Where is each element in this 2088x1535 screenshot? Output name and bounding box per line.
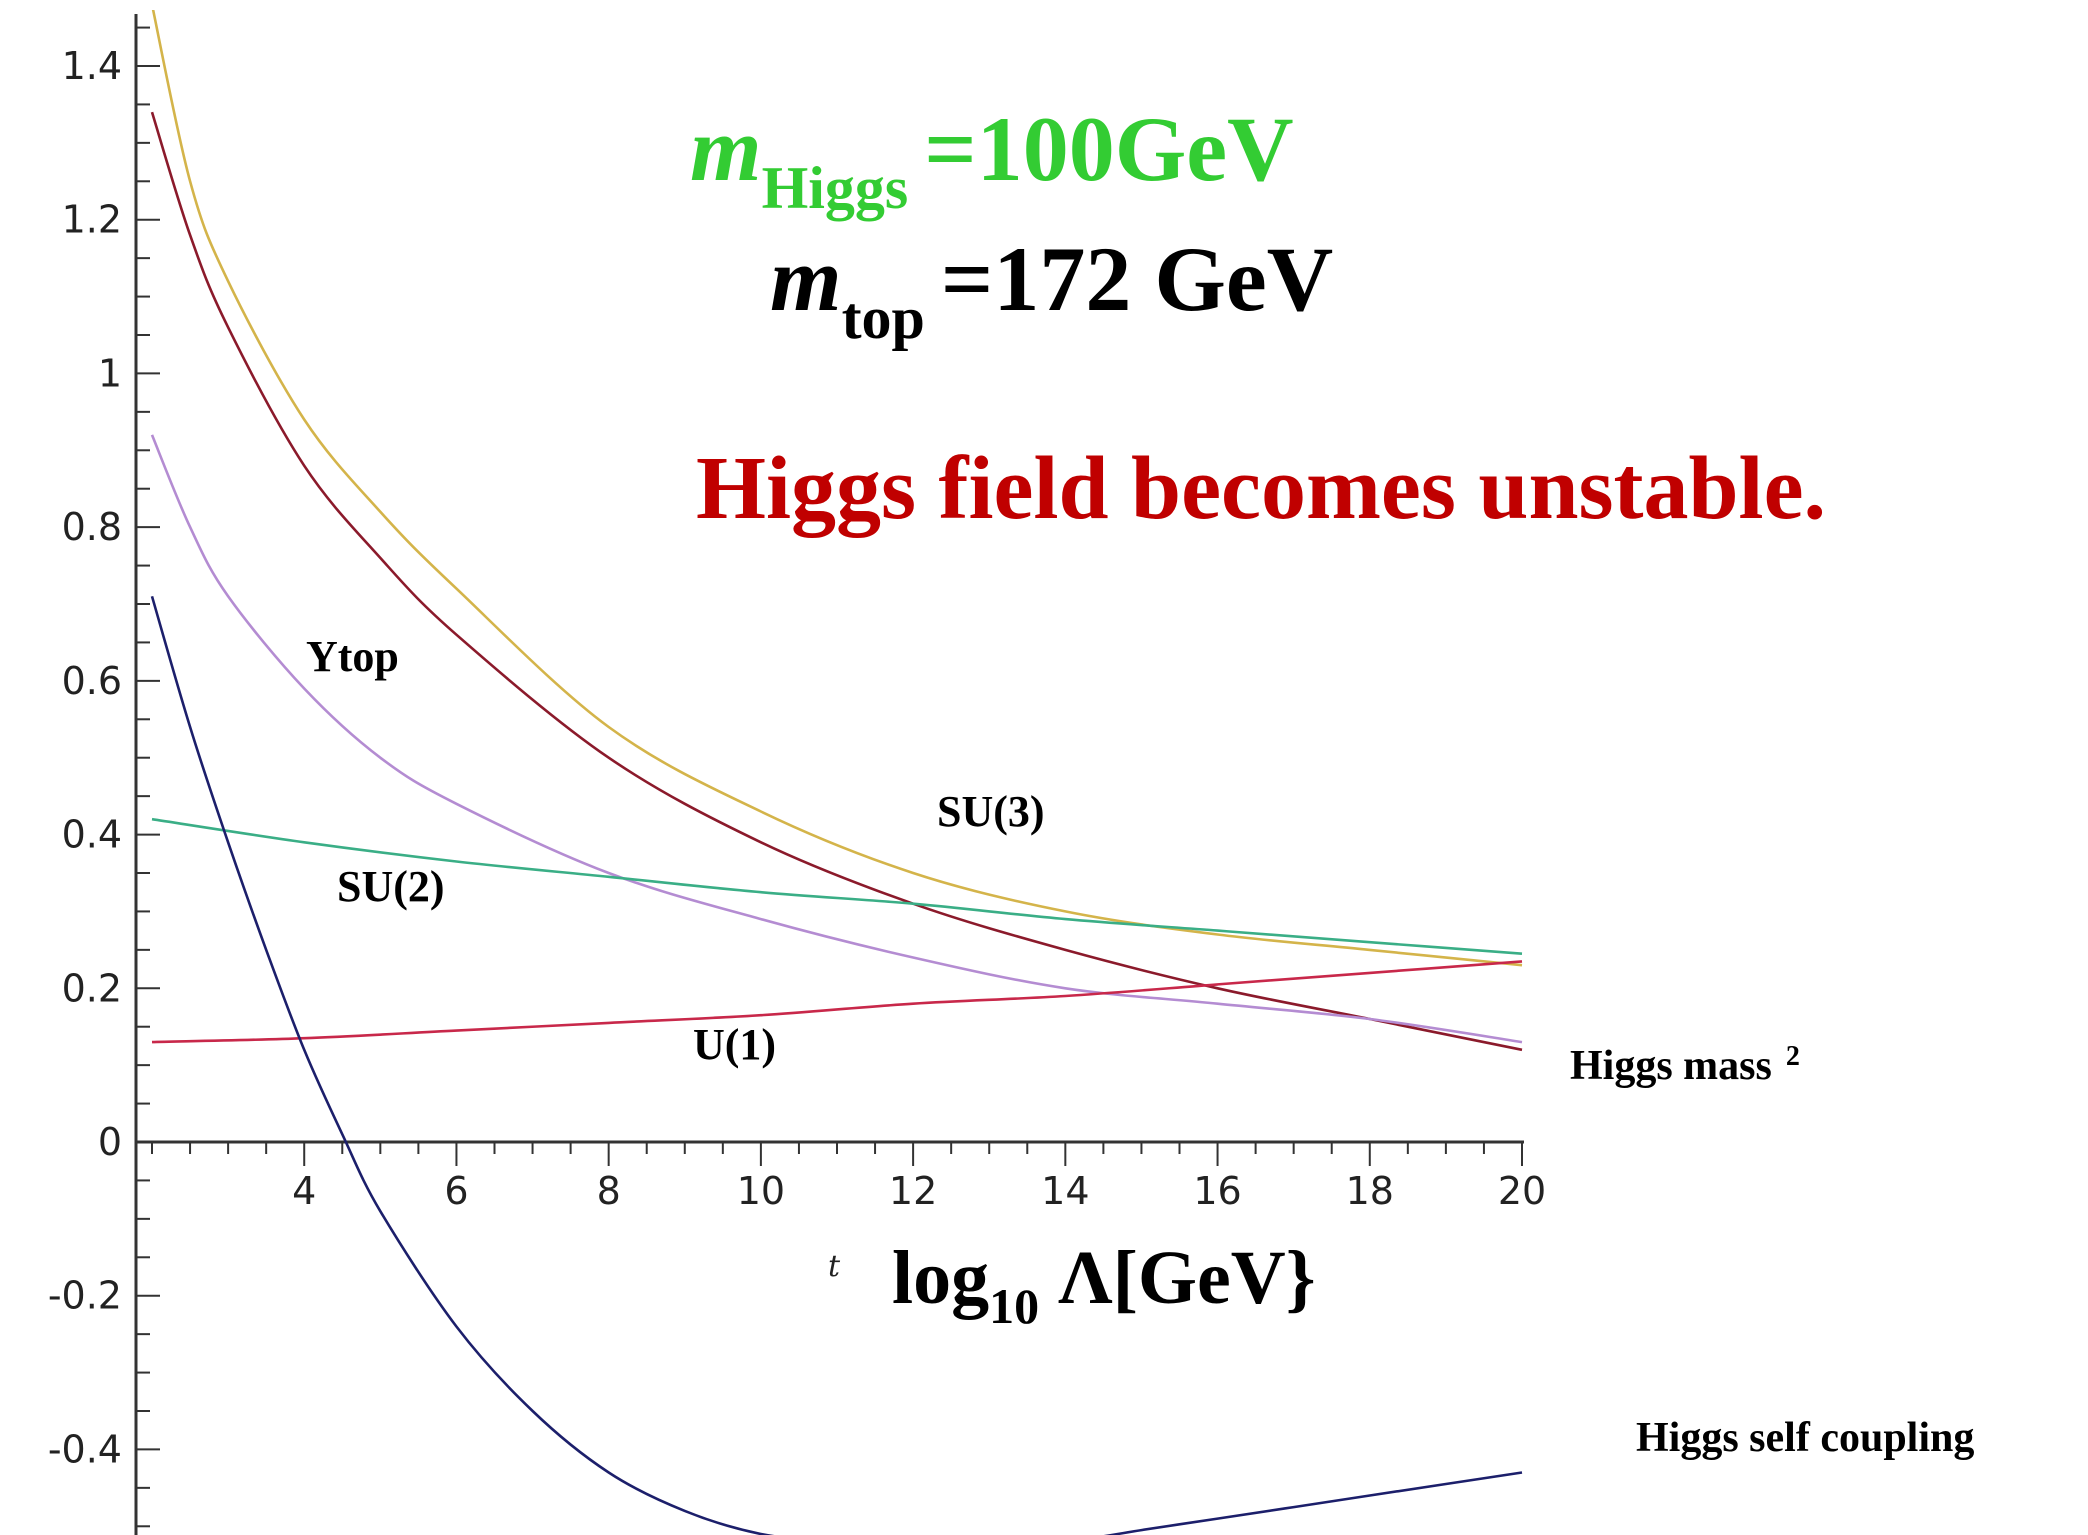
higgs-mass-value: =100GeV [924, 98, 1293, 200]
label-u1: U(1) [693, 1020, 776, 1069]
x-axis-title-rest: Λ[GeV} [1039, 1236, 1315, 1320]
label-self-coupling: Higgs self coupling [1636, 1415, 1974, 1461]
tick-labels: -0.4 -0.2 0 0.2 0.4 0.6 0.8 1 1.2 1.4 4 6 8 10 12 14 16 1… [48, 44, 1546, 1471]
series-line-u-1 [151, 960, 1523, 1044]
series-line-su-3 [151, 10, 1523, 967]
x-tick-label: 14 [1041, 1169, 1089, 1213]
label-higgs-mass: Higgs mass 2 [1570, 1041, 1800, 1089]
top-mass-annotation: mtop =172 GeV [770, 228, 1333, 351]
y-tick-label: 0.2 [62, 966, 122, 1010]
x-axis-title: log10 Λ[GeV} [892, 1236, 1316, 1334]
label-ytop: Ytop [306, 632, 399, 681]
x-axis-title-sub: 10 [989, 1278, 1039, 1334]
x-tick-label: 8 [597, 1169, 621, 1213]
label-su3: SU(3) [937, 787, 1045, 836]
y-tick-label: 0.8 [62, 505, 122, 549]
x-tick-label: 16 [1193, 1169, 1241, 1213]
y-tick-label: 0.6 [62, 659, 122, 703]
y-tick-label: -0.2 [48, 1274, 122, 1318]
y-tick-label: 0.4 [62, 813, 122, 857]
x-tick-label: 6 [444, 1169, 468, 1213]
label-higgs-mass-text: Higgs mass [1570, 1043, 1772, 1089]
x-tick-label: 12 [889, 1169, 937, 1213]
x-axis-title-base: log [892, 1236, 989, 1320]
label-higgs-mass-sup: 2 [1786, 1041, 1800, 1072]
y-tick-label: 1 [98, 351, 122, 395]
x-tick-label: 18 [1346, 1169, 1394, 1213]
x-tick-label: 20 [1498, 1169, 1546, 1213]
x-tick-label: 10 [737, 1169, 785, 1213]
curves [150, 10, 1523, 1535]
x-axis-t-label: t [828, 1249, 841, 1284]
x-tick-label: 4 [292, 1169, 316, 1213]
y-tick-label: -0.4 [48, 1427, 122, 1471]
higgs-mass-symbol: m [690, 98, 762, 200]
series-line-higgs-self-coupling [150, 595, 1523, 1535]
top-mass-value: =172 GeV [941, 228, 1333, 330]
higgs-mass-sub: Higgs [762, 155, 909, 221]
y-tick-label: 0 [98, 1120, 122, 1164]
higgs-mass-annotation: mHiggs =100GeV [690, 98, 1294, 221]
axes [134, 14, 1524, 1535]
y-tick-label: 1.2 [62, 198, 122, 242]
series-line-higgs-mass-2 [150, 111, 1523, 1052]
series-line-su-2 [151, 817, 1523, 955]
unstable-headline: Higgs field becomes unstable. [696, 439, 1826, 538]
y-tick-label: 1.4 [62, 44, 122, 88]
top-mass-symbol: m [770, 228, 842, 330]
series-line-ytop [150, 434, 1523, 1044]
label-su2: SU(2) [337, 862, 445, 911]
top-mass-sub: top [842, 285, 925, 351]
